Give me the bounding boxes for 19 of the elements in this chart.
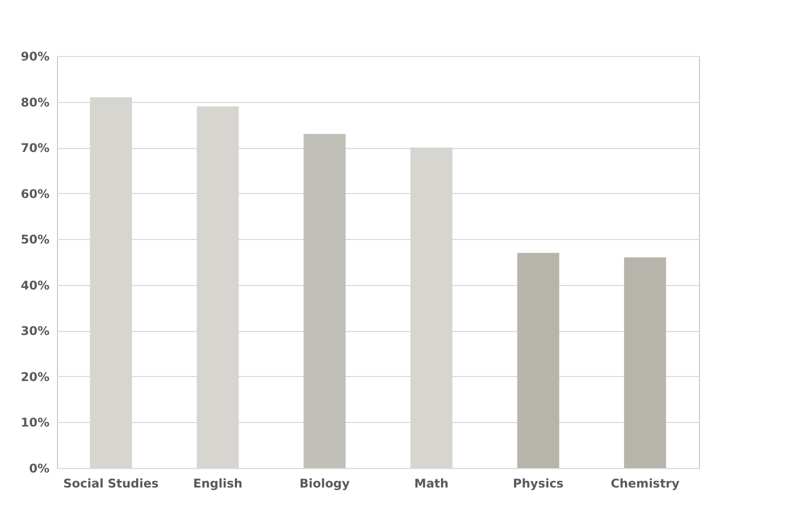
y-tick-label: 70% [20,141,50,156]
y-tick-label: 0% [29,462,50,476]
bar [304,134,346,468]
x-tick-label: Biology [299,476,350,490]
y-tick-label: 30% [20,324,50,338]
bar [517,252,560,468]
x-tick-label: Math [414,476,449,490]
x-tick-label: Physics [512,476,564,490]
y-tick-label: 40% [20,278,50,292]
y-tick-label: 60% [20,186,50,201]
x-tick-label: Chemistry [610,476,680,490]
bar [624,257,666,468]
y-tick-label: 10% [20,416,50,430]
y-tick-label: 50% [20,232,50,247]
y-tick-label: 80% [20,95,50,110]
y-tick-label: 20% [20,370,50,384]
y-tick-label: 90% [20,50,50,64]
x-tick-label: Social Studies [63,476,159,490]
x-tick-label: English [193,476,242,490]
